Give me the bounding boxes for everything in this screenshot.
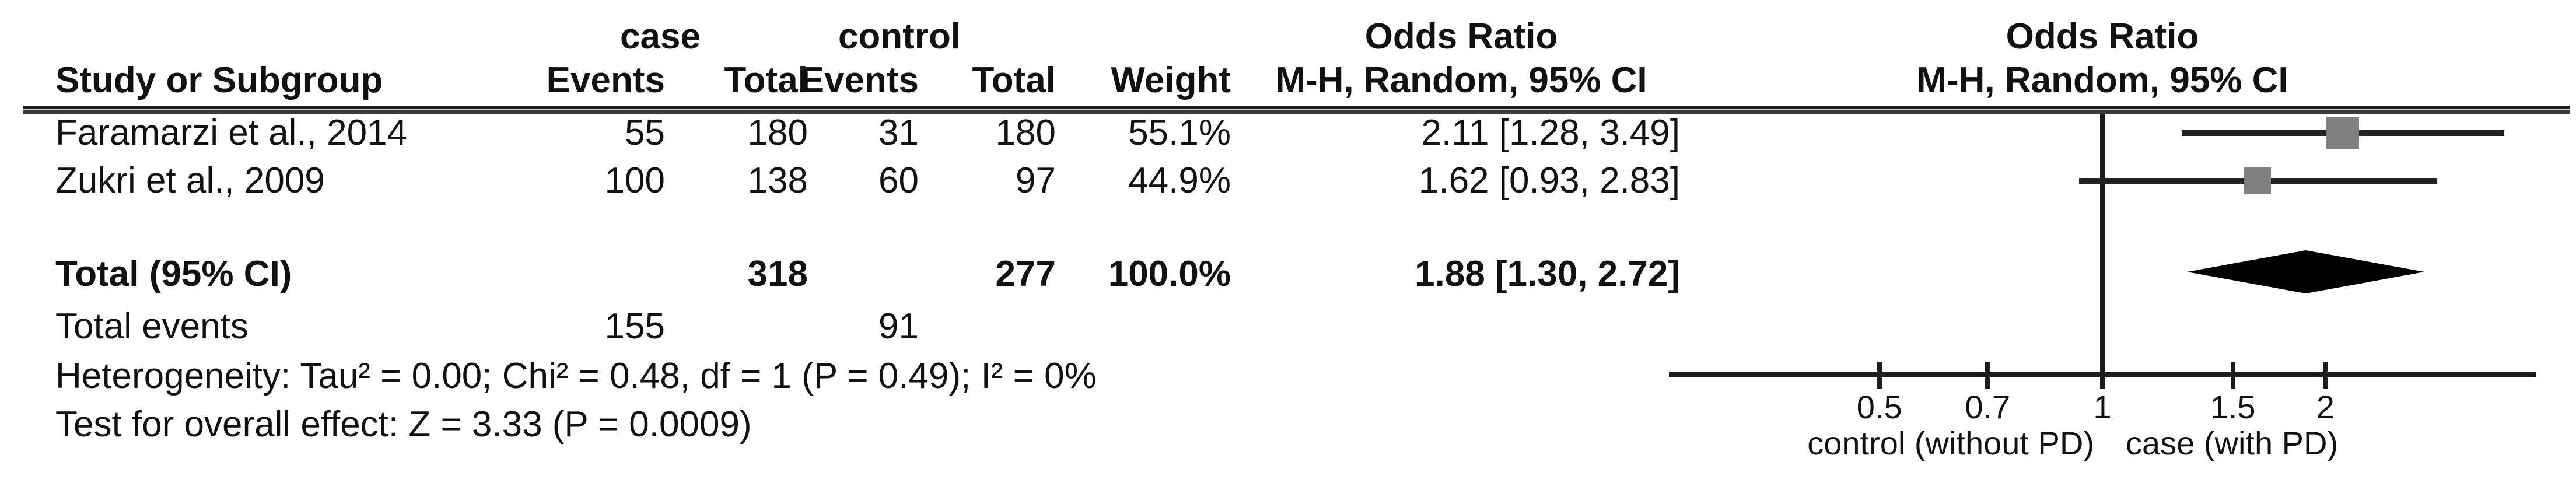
overall-effect-test: Test for overall effect: Z = 3.33 (P = 0… [55,404,752,445]
total-label: Total (95% CI) [55,254,292,294]
header-case-events: Events [546,60,665,100]
case-events-value: 100 [604,160,665,201]
header-control-total: Total [972,60,1056,100]
plot-null-line [2100,114,2105,389]
control-total-value: 97 [1016,160,1056,201]
header-separator-rule [23,106,2570,114]
case-events-value: 55 [625,113,665,153]
header-method: M-H, Random, 95% CI [1275,60,1647,100]
heterogeneity-stats: Heterogeneity: Tau² = 0.00; Chi² = 0.48,… [55,356,1097,396]
total-events-label: Total events [55,306,249,347]
axis-tick-label-0.5: 0.5 [1856,389,1902,425]
axis-tick-0.5 [1877,362,1882,389]
study-name: Zukri et al., 2009 [55,160,325,201]
or-ci-value: 2.11 [1.28, 3.49] [1421,113,1680,153]
odds-ratio-column-title: Odds Ratio [1364,16,1558,57]
axis-tick-1.5 [2230,362,2235,389]
axis-tick-label-1.5: 1.5 [2210,389,2256,425]
total-events-case-value: 155 [604,306,665,347]
total-or-ci: 1.88 [1.30, 2.72] [1415,254,1680,294]
axis-label-right: case (with PD) [2126,425,2339,461]
case-total-value: 138 [747,160,808,201]
column-group-case: case [620,16,701,57]
study-weight-square [2326,117,2359,149]
study-name: Faramarzi et al., 2014 [55,113,408,153]
weight-value: 44.9% [1128,160,1231,201]
column-group-control: control [838,16,961,57]
study-weight-square [2244,167,2272,194]
control-events-value: 60 [878,160,919,201]
plot-title: Odds Ratio [2006,16,2199,57]
total-case-total: 318 [747,254,808,294]
total-events-control-value: 91 [878,306,919,347]
header-control-events: Events [800,60,919,100]
header-study: Study or Subgroup [55,60,383,100]
or-ci-value: 1.62 [0.93, 2.83] [1418,160,1680,201]
summary-diamond [2186,250,2424,293]
weight-value: 55.1% [1128,113,1231,153]
axis-tick-label-1: 1 [2093,389,2112,425]
axis-tick-2 [2323,362,2328,389]
control-events-value: 31 [878,113,919,153]
axis-tick-label-2: 2 [2316,389,2334,425]
total-weight: 100.0% [1108,254,1231,294]
case-total-value: 180 [747,113,808,153]
axis-tick-0.7 [1985,362,1990,389]
axis-label-left: control (without PD) [1807,425,2094,461]
control-total-value: 180 [995,113,1056,153]
header-weight: Weight [1111,60,1231,100]
plot-method-label: M-H, Random, 95% CI [1916,60,2288,100]
header-case-total: Total [724,60,808,100]
total-control-total: 277 [995,254,1056,294]
axis-tick-label-0.7: 0.7 [1965,389,2011,425]
